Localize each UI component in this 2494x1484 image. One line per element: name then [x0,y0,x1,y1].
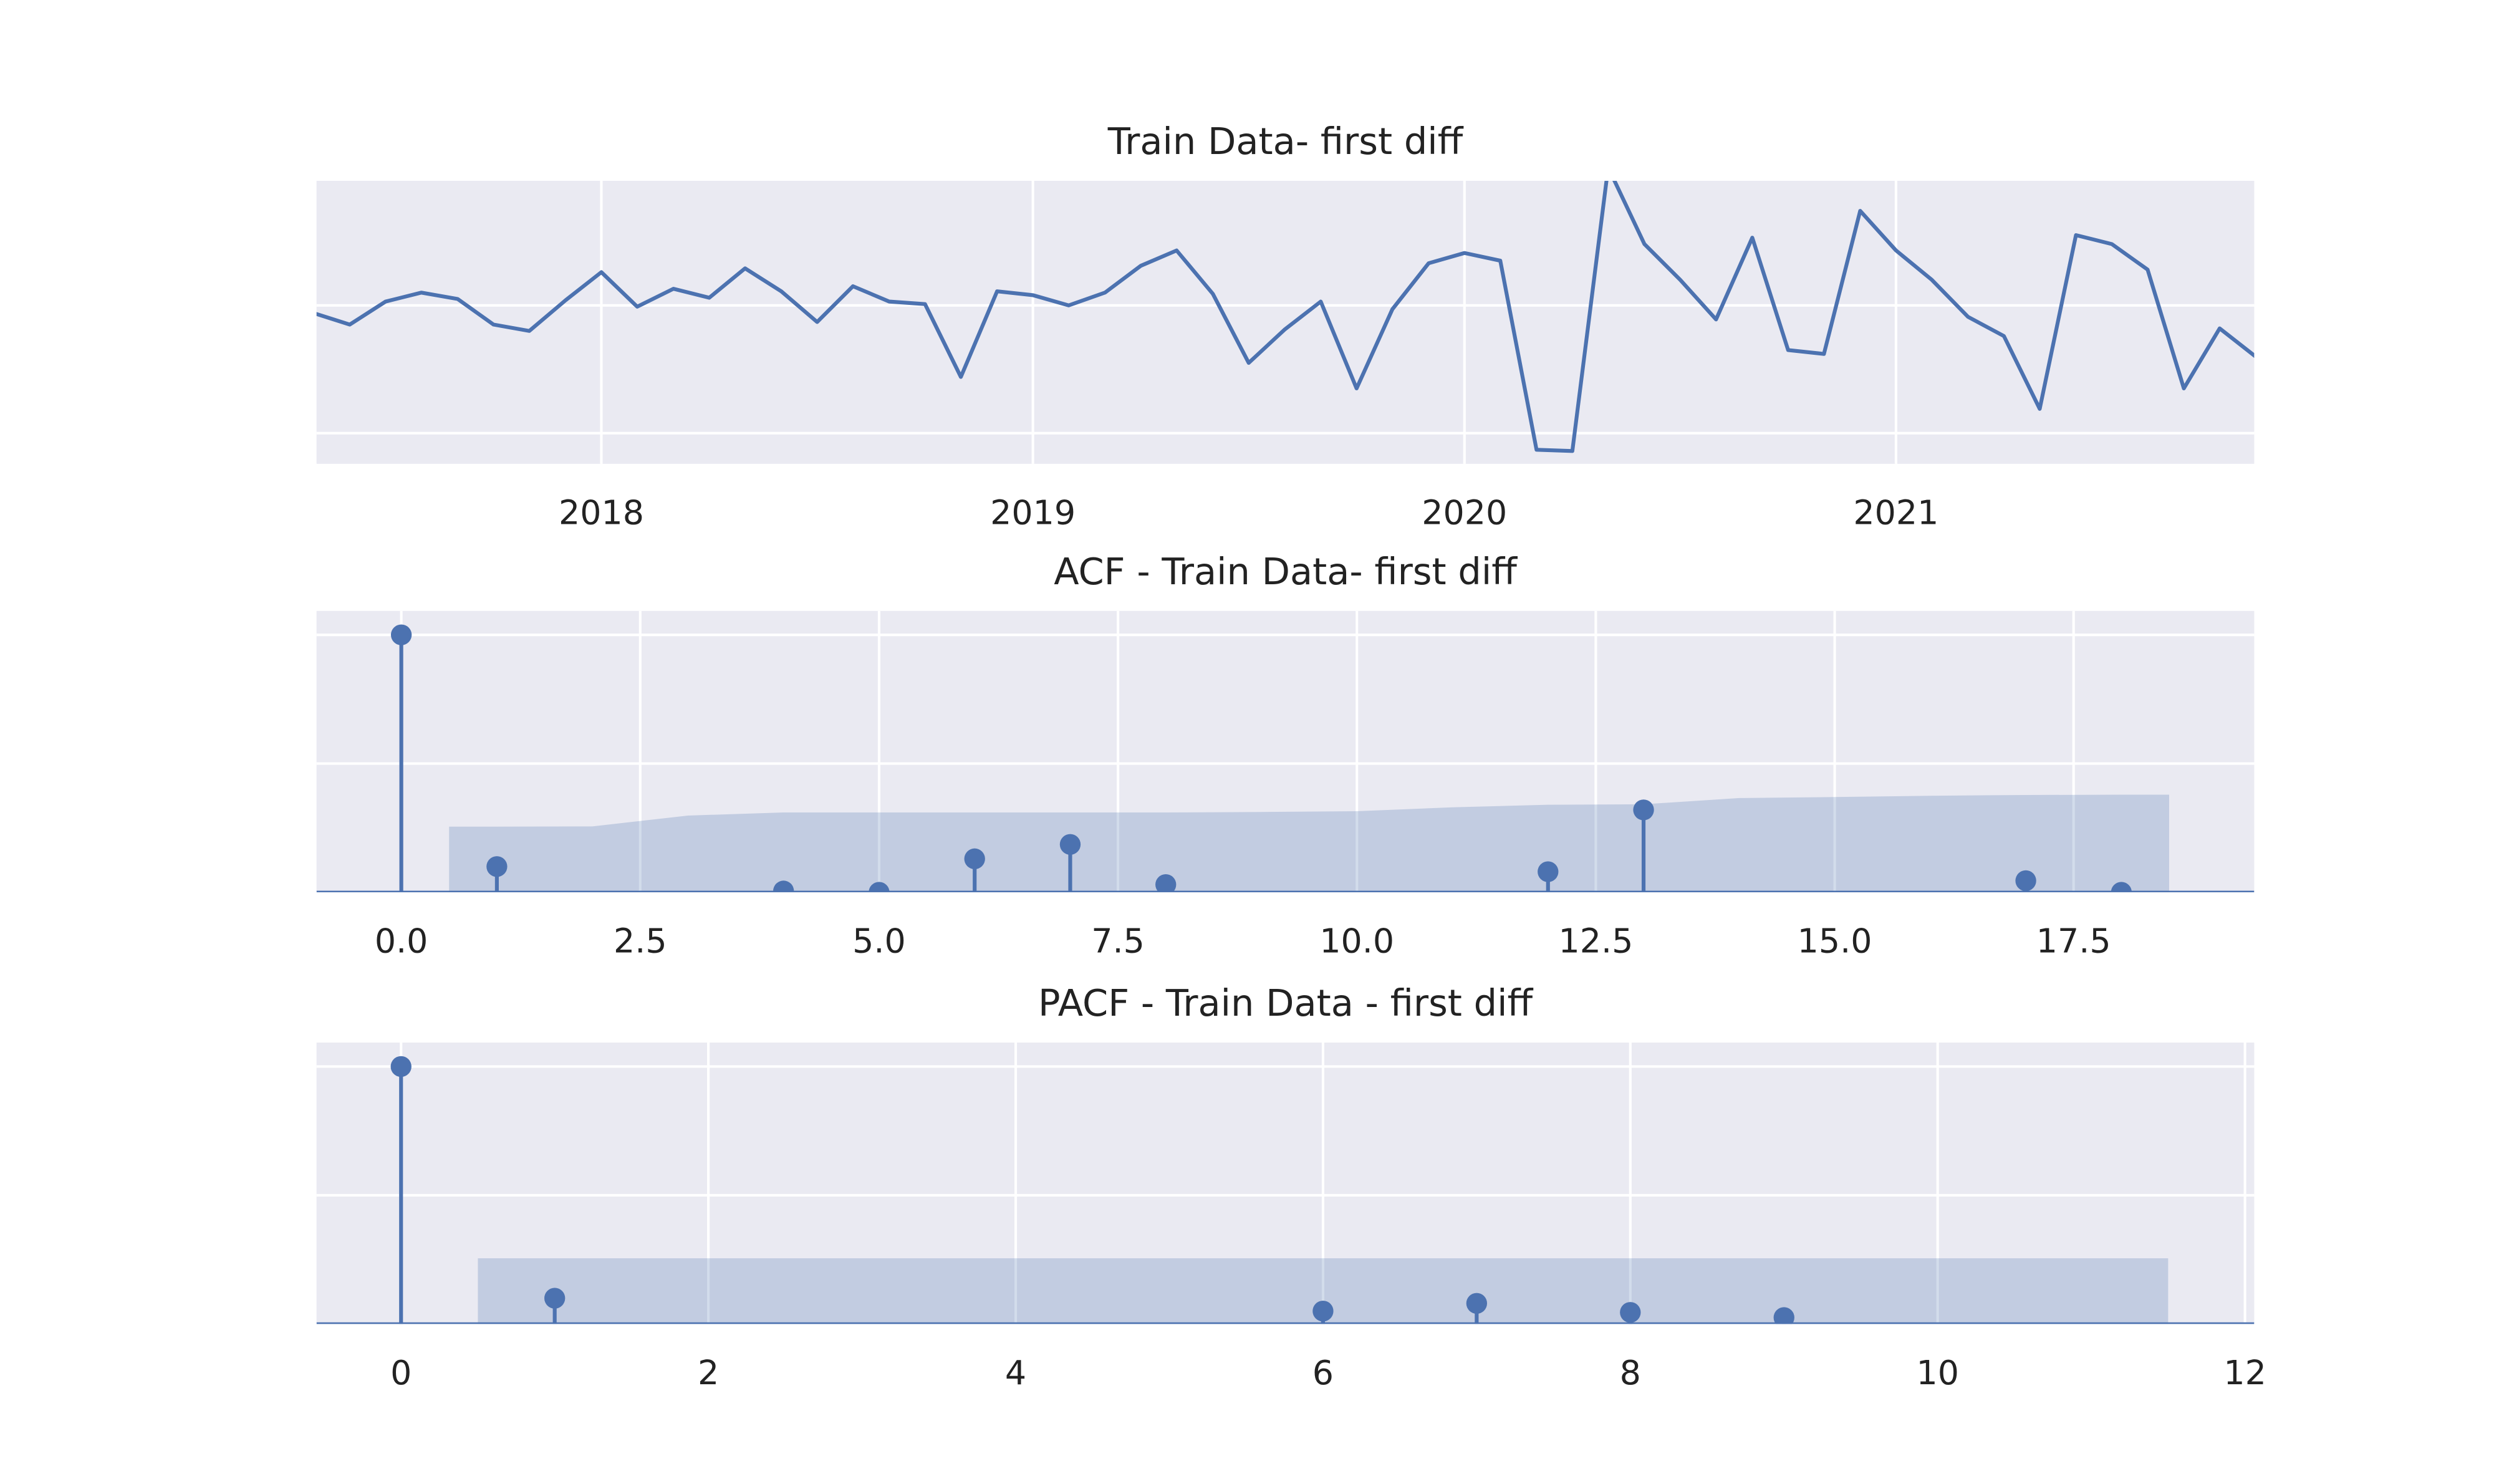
subplot: PACF - Train Data - first diff 0 2 4 6 8 10 12 [316,981,2266,1392]
plot-area [316,624,2255,893]
stem-marker [773,880,794,893]
stem-marker [1773,1307,1794,1324]
subplot: Train Data- first diff 2018 2019 2020 2021 [316,120,2255,532]
stem-marker [390,624,412,645]
subplot: ACF - Train Data- first diff 0.0 2.5 5.0 7.5… [316,550,2255,961]
x-tick-label: 12.5 [1558,922,1633,961]
x-tick-label: 2018 [559,493,644,532]
x-tick-label: 10 [1916,1353,1959,1392]
chart-title: PACF - Train Data - first diff [1038,981,1534,1024]
stem-marker [1620,1302,1641,1323]
plot-background [316,1043,2255,1324]
x-tick-label: 2.5 [614,922,667,961]
stem-marker [1312,1301,1334,1322]
stem-marker [486,856,508,877]
confidence-band [449,794,2169,893]
x-tick-label: 7.5 [1091,922,1145,961]
x-tick-label: 2021 [1853,493,1938,532]
x-tick-label: 0.0 [375,922,428,961]
x-tick-label: 2 [698,1353,719,1392]
x-tick-label: 15.0 [1798,922,1872,961]
x-tick-label: 4 [1005,1353,1026,1392]
stem-marker [544,1288,566,1309]
stem-marker [2111,882,2132,893]
stem-marker [390,1056,412,1077]
chart-title: ACF - Train Data- first diff [1054,550,1518,593]
data-line [316,181,2255,453]
stem-marker [1059,834,1081,855]
stem-marker [1466,1293,1488,1314]
plot-area [316,181,2255,453]
stem-marker [2015,870,2036,892]
x-tick-label: 12 [2223,1353,2266,1392]
chart-title: Train Data- first diff [1107,120,1464,163]
plot-background [316,181,2255,464]
stem-marker [1538,861,1559,882]
x-tick-label: 17.5 [2036,922,2111,961]
x-tick-label: 0 [390,1353,412,1392]
x-tick-label: 10.0 [1319,922,1394,961]
plot-area [316,1056,2255,1324]
stem-marker [1633,799,1654,821]
x-tick-label: 5.0 [852,922,906,961]
stem-marker [869,882,890,893]
x-tick-label: 2020 [1422,493,1507,532]
confidence-band [478,1258,2169,1324]
stem-marker [1155,874,1177,893]
x-tick-label: 2019 [990,493,1076,532]
x-tick-label: 8 [1620,1353,1641,1392]
x-tick-label: 6 [1312,1353,1334,1392]
stem-marker [964,848,985,870]
